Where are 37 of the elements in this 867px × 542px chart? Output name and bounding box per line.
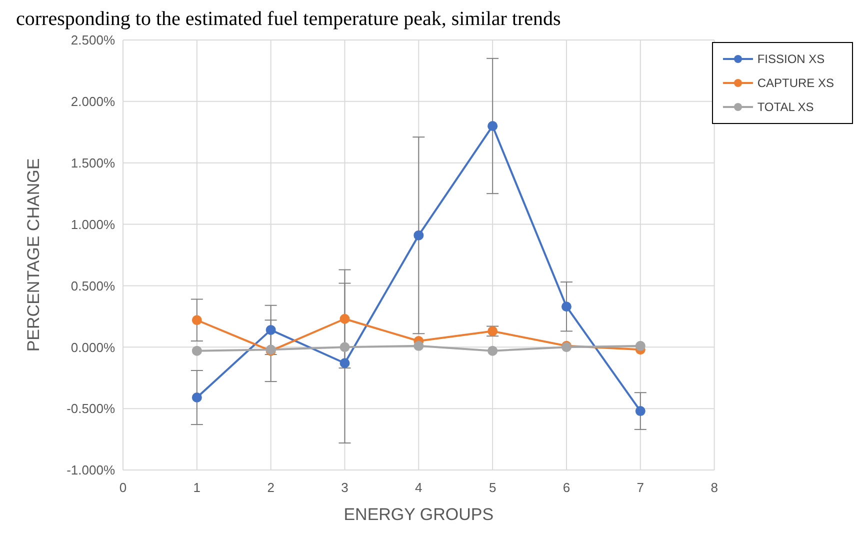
point xyxy=(488,346,498,356)
point xyxy=(414,230,424,240)
legend-label: TOTAL XS xyxy=(757,99,814,116)
point xyxy=(561,302,572,312)
point xyxy=(192,392,202,403)
x-tick-label: 7 xyxy=(636,480,644,495)
legend-label: FISSION XS xyxy=(757,51,825,68)
point xyxy=(414,340,424,351)
y-tick-label: 0.500% xyxy=(70,278,116,294)
text: corresponding to the estimated fuel temperature peak, similar trends xyxy=(15,8,562,30)
point xyxy=(340,342,350,352)
x-tick-label: 0 xyxy=(119,480,127,495)
y-axis-title: PERCENTAGE CHANGE xyxy=(24,158,44,352)
legend-label: CAPTURE XS xyxy=(757,75,834,92)
point xyxy=(340,314,350,324)
x-axis-title: ENERGY GROUPS xyxy=(344,505,494,524)
point xyxy=(192,315,202,326)
x-tick-label: 6 xyxy=(562,480,570,495)
point xyxy=(266,324,276,335)
x-tick-label: 5 xyxy=(488,480,496,495)
y-tick-label: -0.500% xyxy=(66,401,116,416)
x-tick-label: 3 xyxy=(341,480,348,495)
y-tick-label: 1.500% xyxy=(70,155,116,170)
point xyxy=(635,340,646,351)
y-tick-label: 2.500% xyxy=(70,32,116,48)
y-tick-label: 2.000% xyxy=(70,94,116,110)
y-tick-label: 0.000% xyxy=(70,340,116,355)
x-tick-label: 8 xyxy=(710,480,718,495)
point xyxy=(192,346,202,356)
y-tick-label: -1.000% xyxy=(66,462,116,478)
x-tick-label: 4 xyxy=(415,480,422,495)
point xyxy=(488,121,498,131)
y-tick-label: 1.000% xyxy=(70,216,116,232)
x-tick-label: 1 xyxy=(193,480,201,495)
point xyxy=(635,406,646,416)
point xyxy=(340,358,350,368)
x-tick-label: 2 xyxy=(267,480,274,495)
